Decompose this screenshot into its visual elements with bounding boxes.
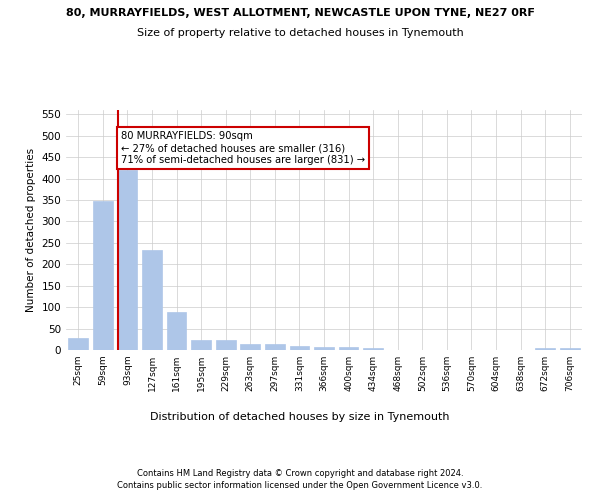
Text: Distribution of detached houses by size in Tynemouth: Distribution of detached houses by size …	[150, 412, 450, 422]
Bar	[560, 348, 580, 350]
Bar	[241, 344, 260, 350]
Bar	[265, 344, 284, 350]
Bar	[191, 340, 211, 350]
Text: Contains HM Land Registry data © Crown copyright and database right 2024.: Contains HM Land Registry data © Crown c…	[137, 469, 463, 478]
Bar	[93, 201, 113, 350]
Y-axis label: Number of detached properties: Number of detached properties	[26, 148, 36, 312]
Bar	[142, 250, 162, 350]
Text: Contains public sector information licensed under the Open Government Licence v3: Contains public sector information licen…	[118, 481, 482, 490]
Bar	[290, 346, 309, 350]
Bar	[167, 312, 187, 350]
Bar	[314, 347, 334, 350]
Text: 80, MURRAYFIELDS, WEST ALLOTMENT, NEWCASTLE UPON TYNE, NE27 0RF: 80, MURRAYFIELDS, WEST ALLOTMENT, NEWCAS…	[65, 8, 535, 18]
Bar	[118, 170, 137, 350]
Bar	[364, 348, 383, 350]
Text: 80 MURRAYFIELDS: 90sqm
← 27% of detached houses are smaller (316)
71% of semi-de: 80 MURRAYFIELDS: 90sqm ← 27% of detached…	[121, 132, 365, 164]
Bar	[216, 340, 236, 350]
Text: Size of property relative to detached houses in Tynemouth: Size of property relative to detached ho…	[137, 28, 463, 38]
Bar	[535, 348, 555, 350]
Bar	[68, 338, 88, 350]
Bar	[339, 347, 358, 350]
